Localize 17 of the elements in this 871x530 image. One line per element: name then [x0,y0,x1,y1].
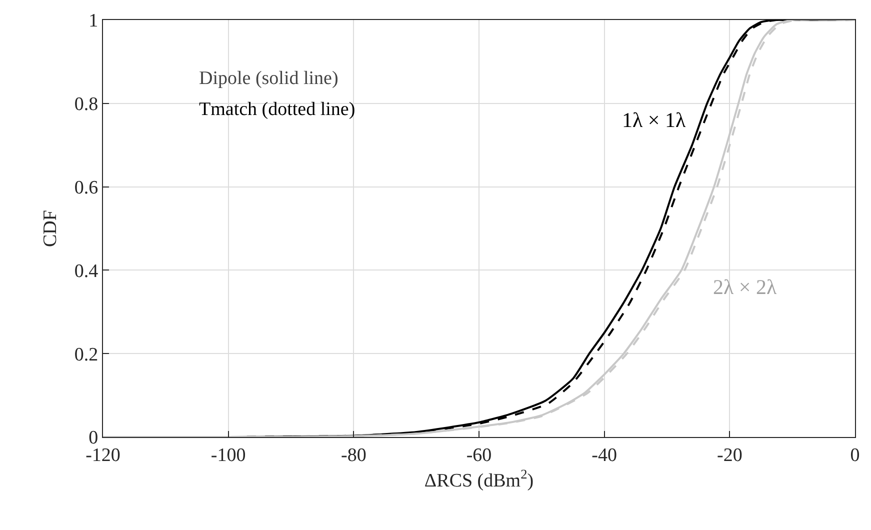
y-tick-label: 0.6 [74,177,98,198]
x-tick-label: -40 [592,444,617,466]
annotation: 1λ × 1λ [622,108,687,132]
x-tick-label: -20 [717,444,742,466]
annotation: Dipole (solid line) [199,68,338,89]
y-tick-label: 0.4 [74,260,99,282]
y-tick-label: 0.2 [74,344,98,366]
y-tick-label: 0.8 [74,94,98,116]
x-tick-label: -80 [341,444,366,466]
x-tick-label: -100 [210,444,246,466]
x-tick-label: -60 [466,444,492,466]
x-tick-label: 0 [850,444,860,466]
y-tick-label: 1 [88,10,98,32]
y-axis-title: CDF [40,210,62,247]
annotation: Tmatch (dotted line) [199,99,356,120]
annotation: 2λ × 2λ [713,275,778,299]
x-axis-title: ΔRCS (dBm$^{2}$) [424,466,534,492]
